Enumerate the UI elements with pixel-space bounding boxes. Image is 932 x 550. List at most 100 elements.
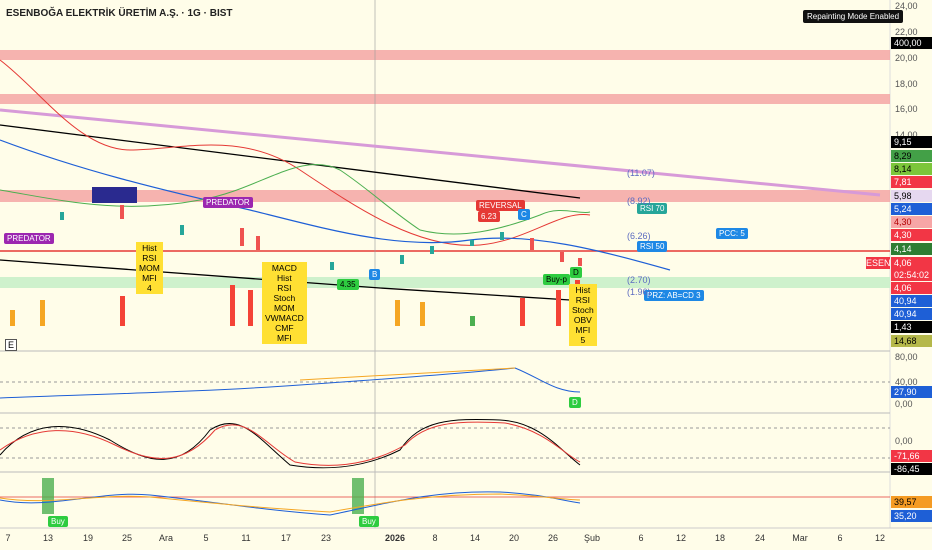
price-tick: 14,00	[895, 130, 918, 140]
divergence-line: MFI	[142, 273, 157, 283]
symbol-title: ESENBOĞA ELEKTRİK ÜRETİM A.Ş. · 1G · BIS…	[6, 8, 233, 19]
divergence-line: Hist	[575, 285, 591, 295]
rsi-tick: 40,00	[895, 377, 918, 387]
price-tick: 18,00	[895, 79, 918, 89]
annotation: 4.35	[337, 279, 359, 290]
divergence-line: VWMACD	[265, 313, 304, 323]
time-tick: 26	[547, 533, 559, 543]
time-tick: 6	[638, 533, 644, 543]
price-tag: 1,43	[891, 321, 932, 333]
price-tag: 9,15	[891, 136, 932, 148]
price-tick: 22,00	[895, 27, 918, 37]
time-tick: 6	[837, 533, 843, 543]
divergence-line: RSI	[277, 283, 292, 293]
fib-label: (2.70)	[627, 275, 651, 285]
price-tick: 20,00	[895, 53, 918, 63]
price-tag: 7,81	[891, 176, 932, 188]
annotation: D	[569, 397, 581, 408]
annotation: RSI 70	[637, 203, 668, 214]
price-tag: 400,00	[891, 37, 932, 49]
time-tick: 25	[121, 533, 133, 543]
divergence-line: Stoch	[273, 293, 296, 303]
price-tag: 8,14	[891, 163, 932, 175]
annotation: 6.23	[478, 211, 500, 222]
divergence-line: RSI	[575, 295, 590, 305]
annotation: Buy	[359, 516, 379, 527]
price-tag: 4,30	[891, 216, 932, 228]
time-tick: Şub	[583, 533, 601, 543]
annotation: PCC: 5	[716, 228, 748, 239]
annotation: Buy-p	[543, 274, 570, 285]
mode-badge[interactable]: Repainting Mode Enabled	[803, 10, 904, 23]
time-tick: 19	[82, 533, 94, 543]
rsi-tick: 80,00	[895, 352, 918, 362]
annotation: D	[570, 267, 582, 278]
annotation: C	[518, 209, 530, 220]
time-tick: Mar	[792, 533, 808, 543]
time-tick: 13	[42, 533, 54, 543]
annotation: PREDATOR	[4, 233, 54, 244]
annotation: B	[369, 269, 381, 280]
divergence-line: OBV	[573, 315, 592, 325]
time-tick: 11	[241, 533, 251, 543]
price-tag: 40,94	[891, 308, 932, 320]
time-tick: 17	[280, 533, 292, 543]
price-tag: -71,66	[891, 450, 932, 462]
price-tag: 4,14	[891, 243, 932, 255]
price-tag: 8,29	[891, 150, 932, 162]
divergence-line: Hist	[142, 243, 157, 253]
divergence-line: Stoch	[572, 305, 594, 315]
time-tick: Ara	[158, 533, 174, 543]
fib-label: (1.96)	[627, 287, 651, 297]
time-tick: 12	[874, 533, 886, 543]
time-tick: 23	[320, 533, 332, 543]
price-tag: 4,06	[891, 282, 932, 294]
time-tick: 20	[508, 533, 520, 543]
divergence-line: MFI	[575, 325, 591, 335]
time-tick: 5	[203, 533, 209, 543]
fib-label: (6.26)	[627, 231, 651, 241]
divergence-line: MFI	[277, 333, 292, 343]
stoch-tick: 0,00	[895, 436, 913, 446]
fib-label: (8.92)	[627, 196, 651, 206]
annotation: PREDATOR	[203, 197, 253, 208]
divergence-box: Hist RSI MOM MFI 4	[136, 242, 163, 294]
price-tick: 24,00	[895, 1, 918, 11]
divergence-box: Hist RSI Stoch OBV MFI 5	[569, 284, 597, 346]
annotation: RSI 50	[637, 241, 668, 252]
annotation: REVERSAL	[476, 200, 525, 211]
divergence-line: MACD	[271, 263, 297, 273]
time-tick: 2026	[384, 533, 406, 543]
price-tag: 27,90	[891, 386, 932, 398]
time-tick: 7	[5, 533, 11, 543]
divergence-box: MACD Hist RSI Stoch MOM VWMACD CMF MFI	[262, 262, 307, 344]
annotation: Buy	[48, 516, 68, 527]
time-tick: 8	[432, 533, 438, 543]
time-tick: 24	[754, 533, 766, 543]
pane-label[interactable]: E	[5, 339, 18, 351]
divergence-line: 4	[147, 283, 152, 293]
price-tag: 5,24	[891, 203, 932, 215]
rsi-tick: 0,00	[895, 399, 913, 409]
price-tag: 4,30	[891, 229, 932, 241]
divergence-line: RSI	[142, 253, 157, 263]
price-tag: 35,20	[891, 510, 932, 522]
annotation: PRZ: AB=CD 3	[644, 290, 704, 301]
time-tick: 12	[675, 533, 687, 543]
divergence-line: MOM	[273, 303, 295, 313]
price-tag: 40,94	[891, 295, 932, 307]
divergence-line: Hist	[277, 273, 292, 283]
divergence-line: CMF	[275, 323, 294, 333]
time-tick: 14	[469, 533, 481, 543]
symbol-tag: ESEN	[866, 257, 891, 269]
price-tag: 4,06	[891, 257, 932, 269]
price-tag: 39,57	[891, 496, 932, 508]
divergence-line: 5	[580, 335, 586, 345]
fib-label: (11.07)	[627, 168, 655, 178]
price-tag: -86,45	[891, 463, 932, 475]
price-tag: 14,68	[891, 335, 932, 347]
price-tag: 5,98	[891, 190, 932, 202]
divergence-line: MOM	[139, 263, 160, 273]
